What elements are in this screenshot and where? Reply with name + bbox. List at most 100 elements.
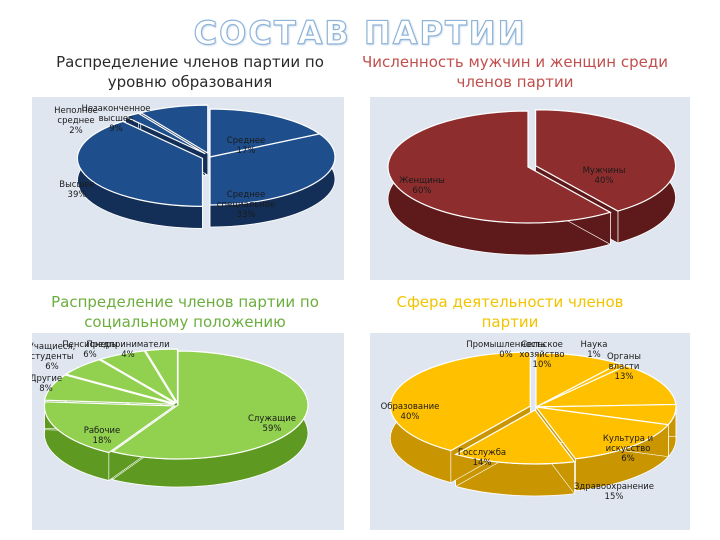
pie-chart-sphere: Промышленность 0%Сельское хозяйство 10%Наук… xyxy=(370,333,690,530)
pie-slice xyxy=(144,348,179,406)
chart-title-gender: Численность мужчин и женщин среди членов… xyxy=(360,52,670,92)
pie-slice xyxy=(535,109,677,212)
chart-title-social: Распределение членов партии по социально… xyxy=(30,292,340,332)
pie-labels: Промышленность 0%Сельское хозяйство 10%Наук… xyxy=(381,340,654,502)
pie-slice-label-line: Женщины xyxy=(399,176,445,186)
pie-slice xyxy=(139,104,209,155)
pie-slice-label: Пенсионеры 6% xyxy=(62,340,117,360)
pie-slice-label-line: 10% xyxy=(533,360,552,370)
pie-slice-label: Учащиеся, студенты 6% xyxy=(32,342,75,372)
pie-slice-label-line: Незаконченное xyxy=(81,104,150,114)
pie-slice-label-line: студенты xyxy=(32,352,73,362)
pie-slice xyxy=(43,401,177,454)
pie-slice-label-line: 13% xyxy=(615,372,634,382)
pie-slice-label-line: Среднее xyxy=(227,190,265,200)
pie-slice-label-line: Культура и xyxy=(603,434,653,444)
pie-slice xyxy=(535,352,621,408)
pie-slice xyxy=(209,108,322,158)
pie-slice xyxy=(454,409,576,465)
pie-slice xyxy=(389,351,531,452)
pie-slice-label-line: Неполное xyxy=(54,106,98,116)
pie-slice-label-line: специальное xyxy=(217,200,275,210)
pie-slice-label-line: Среднее xyxy=(227,136,265,146)
pie-slice xyxy=(534,406,670,460)
pie-slice-label-line: 0% xyxy=(499,350,513,360)
pie-tops xyxy=(43,348,309,460)
pie-slice-label-line: Наука xyxy=(581,340,608,350)
chart-title-line: партии xyxy=(481,313,539,331)
pie-slice-label-line: 14% xyxy=(473,458,492,468)
pie-slice-label-line: власти xyxy=(609,362,640,372)
pie-slice-label-line: Предприниматели xyxy=(86,340,169,350)
pie-slice-label-line: Пенсионеры xyxy=(62,340,117,350)
pie-slice-label-line: Здравоохранение xyxy=(574,482,654,492)
pie-slice-label-line: 1% xyxy=(587,350,601,360)
pie-slice-label: Среднее специальное 33% xyxy=(217,190,275,220)
pie-slice-label: Культура и искусство 6% xyxy=(603,434,653,464)
pie-slice-label: Мужчины 40% xyxy=(583,166,626,186)
pie-slice-label: Незаконченное высшее 9% xyxy=(81,104,150,134)
pie-slice-label-line: хозяйство xyxy=(519,350,564,360)
pie-slice-label: Высшее 39% xyxy=(59,180,94,200)
pie-slice-label-line: Другие xyxy=(32,374,62,384)
pie-slice xyxy=(110,350,309,460)
pie-slice-label: Неполное среднее 2% xyxy=(54,106,98,136)
pie-labels: Мужчины 40% Женщины 60% xyxy=(399,166,625,196)
pie-slice xyxy=(64,359,176,405)
pie-slice-label-line: Мужчины xyxy=(583,166,626,176)
pie-slice xyxy=(76,120,204,207)
page-title: СОСТАВ ПАРТИИ xyxy=(193,13,527,52)
pie-slice xyxy=(387,110,612,224)
pie-slice-label: Промышленность 0% xyxy=(466,340,546,360)
pie-slice-label: Образование 40% xyxy=(381,402,440,422)
pie-slice-label: Предприниматели 4% xyxy=(86,340,169,360)
pie-slice-label: Госслужба 14% xyxy=(458,448,506,468)
pie-slice-label-line: 8% xyxy=(39,384,53,394)
pie-slice-label-line: 15% xyxy=(605,492,624,502)
pie-slice-label-line: Высшее xyxy=(59,180,94,190)
pie-slice-label: Сельское хозяйство 10% xyxy=(519,340,564,370)
chart-title-sphere: Сфера деятельности членов партии xyxy=(370,292,650,332)
pie-slice xyxy=(43,374,175,405)
chart-title-line: социальному положению xyxy=(84,313,286,331)
pie-slice-label: Здравоохранение 15% xyxy=(574,482,654,502)
chart-title-line: Сфера деятельности членов xyxy=(396,293,624,311)
pie-slice-label-line: 2% xyxy=(69,126,83,136)
pie-tops xyxy=(387,109,677,224)
pie-slice-label-line: среднее xyxy=(57,116,94,126)
pie-slice-label-line: Рабочие xyxy=(84,426,121,436)
pie-slice-label-line: 40% xyxy=(401,412,420,422)
pie-slice-label-line: 6% xyxy=(83,350,97,360)
pie-slice-label-line: искусство xyxy=(606,444,651,454)
pie-slice-label-line: Органы xyxy=(607,352,641,362)
pie-slice-label-line: Госслужба xyxy=(458,448,506,458)
pie-slice-label-line: 4% xyxy=(121,350,135,360)
pie-slice-label-line: Промышленность xyxy=(466,340,546,350)
pie-slice-label-line: Служащие xyxy=(248,414,296,424)
chart-title-line: членов партии xyxy=(456,73,574,91)
chart-title-line: Распределение членов партии по xyxy=(56,53,324,71)
pie-slice-label-line: 17% xyxy=(237,146,256,156)
pie-slice xyxy=(123,112,206,155)
pie-slice-label: Среднее 17% xyxy=(227,136,265,156)
pie-slice xyxy=(535,364,677,408)
pie-slice-label-line: 18% xyxy=(93,436,112,446)
chart-title-line: Численность мужчин и женщин среди xyxy=(361,53,668,71)
chart-title-education: Распределение членов партии по уровню об… xyxy=(40,52,340,92)
pie-slice xyxy=(99,350,177,404)
pie-chart-social: Служащие 59%Рабочие 18%Другие 8%Учащиеся, ст… xyxy=(32,333,344,530)
pie-slice-label-line: 60% xyxy=(413,186,432,196)
pie-slice-label-line: 6% xyxy=(45,362,59,372)
pie-slice-label-line: 9% xyxy=(109,124,123,134)
pie-tops xyxy=(389,351,677,465)
pie-slice xyxy=(209,133,336,206)
pie-slice-label-line: 6% xyxy=(621,454,635,464)
pie-slice-label: Служащие 59% xyxy=(248,414,296,434)
chart-title-line: Распределение членов партии по xyxy=(51,293,319,311)
pie-slice-label: Другие 8% xyxy=(32,374,62,394)
pie-slice-label-line: 40% xyxy=(595,176,614,186)
pie-slice-label-line: 59% xyxy=(263,424,282,434)
pie-chart-gender: Мужчины 40% Женщины 60% xyxy=(370,97,690,280)
chart-title-line: уровню образования xyxy=(107,73,273,91)
pie-slice-label: Органы власти 13% xyxy=(607,352,641,382)
